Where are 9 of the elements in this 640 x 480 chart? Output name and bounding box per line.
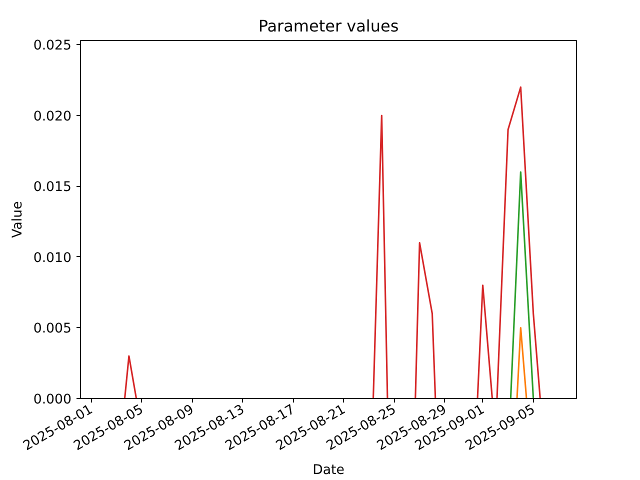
x-axis-title: Date [312,462,344,478]
y-tick-label: 0.020 [33,109,72,124]
y-tick-label: 0.015 [33,180,72,196]
y-tick-label: 0.000 [33,392,72,408]
y-tick-label: 0.005 [33,322,72,337]
y-tick-label: 0.010 [33,251,72,266]
chart-title: Parameter values [258,16,399,36]
y-tick-label: 0.025 [33,38,72,54]
y-axis-title: Value [10,201,26,238]
